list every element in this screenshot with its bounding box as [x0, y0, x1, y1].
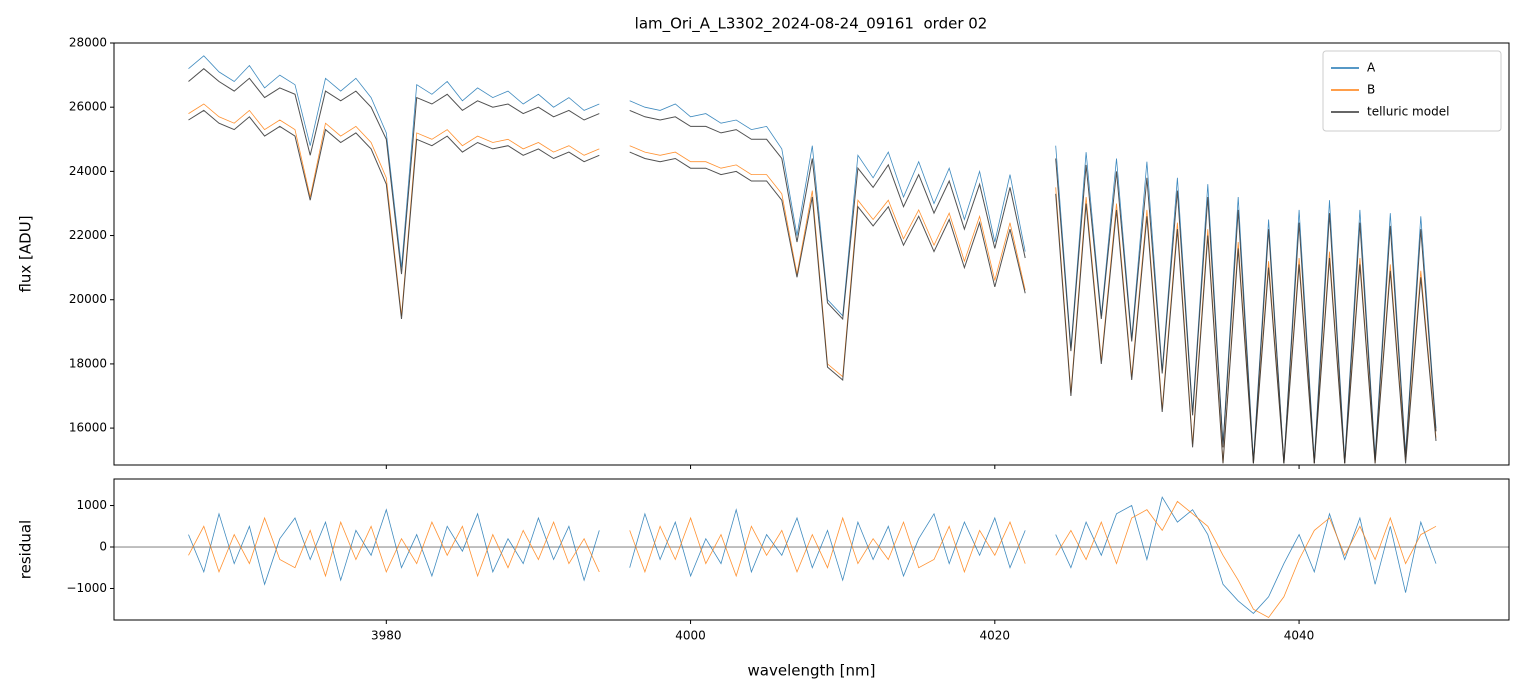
series-line — [188, 109, 1437, 464]
y-tick-label: 28000 — [69, 36, 107, 50]
legend-label: telluric model — [1367, 105, 1449, 119]
y-tick-label: 20000 — [69, 292, 107, 306]
y-tick-label: 0 — [99, 540, 107, 554]
y-tick-label: 22000 — [69, 228, 107, 242]
x-tick-label: 3980 — [371, 629, 402, 643]
x-tick-label: 4020 — [980, 629, 1011, 643]
legend-box — [1322, 50, 1502, 132]
series-line — [188, 103, 1437, 464]
plot-area — [188, 55, 1437, 464]
chart-title: lam_Ori_A_L3302_2024-08-24_09161 order 0… — [635, 15, 988, 34]
x-axis-label: wavelength [nm] — [748, 662, 876, 680]
x-tick-label: 4000 — [675, 629, 706, 643]
y-tick-label: −1000 — [66, 581, 107, 595]
legend-label: B — [1367, 83, 1375, 97]
series-line — [188, 500, 1437, 619]
axes-frame — [113, 42, 1510, 466]
y-axis-label: flux [ADU] — [17, 215, 35, 292]
series-line — [188, 68, 1437, 464]
y-tick-label: 24000 — [69, 164, 107, 178]
y-axis-label: residual — [17, 520, 35, 579]
legend-label: A — [1367, 61, 1376, 75]
x-tick-label: 4040 — [1284, 629, 1315, 643]
plot-area — [114, 496, 1509, 619]
axes-frame — [113, 478, 1510, 621]
y-tick-label: 16000 — [69, 421, 107, 435]
series-line — [188, 496, 1437, 614]
y-tick-label: 26000 — [69, 100, 107, 114]
y-tick-label: 18000 — [69, 356, 107, 370]
y-tick-label: 1000 — [76, 498, 107, 512]
